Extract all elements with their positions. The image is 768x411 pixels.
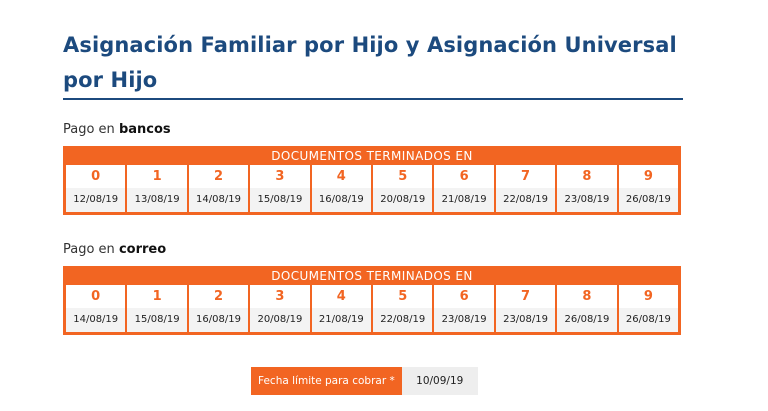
schedule-cell-6: 6 21/08/19 bbox=[434, 165, 494, 212]
schedule-cell-5: 5 20/08/19 bbox=[373, 165, 433, 212]
document-digit: 3 bbox=[250, 165, 310, 188]
schedule-table-correo: DOCUMENTOS TERMINADOS EN 0 14/08/19 1 15/0… bbox=[63, 266, 681, 335]
document-digit: 2 bbox=[188, 285, 249, 308]
document-digit: 4 bbox=[311, 165, 372, 188]
schedule-cell-2: 2 16/08/19 bbox=[188, 285, 249, 332]
schedule-cell-9: 9 26/08/19 bbox=[618, 285, 679, 332]
schedule-cell-2: 2 14/08/19 bbox=[188, 165, 249, 212]
payment-date: 14/08/19 bbox=[188, 188, 249, 212]
document-digit: 2 bbox=[188, 165, 249, 188]
schedule-cells: 0 12/08/19 1 13/08/19 2 14/08/19 3 15/08/19 … bbox=[66, 165, 679, 212]
payment-date: 23/08/19 bbox=[495, 308, 556, 332]
section-label-channel: bancos bbox=[118, 122, 171, 137]
document-digit: 8 bbox=[557, 165, 617, 188]
payment-date: 22/08/19 bbox=[495, 188, 556, 212]
schedule-cell-7: 7 23/08/19 bbox=[495, 285, 556, 332]
document-digit: 5 bbox=[373, 285, 433, 308]
page-title: Asignación Familiar por Hijo y Asignació… bbox=[63, 33, 677, 92]
schedule-cell-3: 3 15/08/19 bbox=[250, 165, 310, 212]
deadline-label: Fecha límite para cobrar * bbox=[251, 367, 402, 395]
payment-date: 15/08/19 bbox=[127, 308, 187, 332]
schedule-cell-3: 3 20/08/19 bbox=[250, 285, 310, 332]
document-digit: 5 bbox=[373, 165, 433, 188]
document-digit: 4 bbox=[311, 285, 372, 308]
section-label-correo: Pago en correo bbox=[63, 242, 166, 257]
document-digit: 7 bbox=[495, 165, 556, 188]
schedule-cell-4: 4 16/08/19 bbox=[311, 165, 372, 212]
schedule-cell-8: 8 23/08/19 bbox=[557, 165, 617, 212]
schedule-cell-0: 0 14/08/19 bbox=[66, 285, 126, 332]
payment-date: 23/08/19 bbox=[557, 188, 617, 212]
document-digit: 1 bbox=[127, 165, 187, 188]
deadline-box: Fecha límite para cobrar * 10/09/19 bbox=[251, 367, 478, 395]
schedule-header: DOCUMENTOS TERMINADOS EN bbox=[271, 269, 473, 283]
deadline-date: 10/09/19 bbox=[401, 367, 478, 395]
schedule-cell-0: 0 12/08/19 bbox=[66, 165, 126, 212]
document-digit: 6 bbox=[434, 285, 494, 308]
payment-date: 26/08/19 bbox=[557, 308, 617, 332]
document-digit: 0 bbox=[66, 165, 126, 188]
document-digit: 0 bbox=[66, 285, 126, 308]
payment-date: 26/08/19 bbox=[618, 188, 679, 212]
payment-date: 21/08/19 bbox=[311, 308, 372, 332]
schedule-table-bancos: DOCUMENTOS TERMINADOS EN 0 12/08/19 1 13/0… bbox=[63, 146, 681, 215]
payment-date: 22/08/19 bbox=[373, 308, 433, 332]
section-label-prefix: Pago en bbox=[63, 242, 115, 257]
document-digit: 3 bbox=[250, 285, 310, 308]
payment-date: 15/08/19 bbox=[250, 188, 310, 212]
document-digit: 7 bbox=[495, 285, 556, 308]
payment-date: 21/08/19 bbox=[434, 188, 494, 212]
schedule-cell-6: 6 23/08/19 bbox=[434, 285, 494, 332]
payment-date: 26/08/19 bbox=[618, 308, 679, 332]
title-divider bbox=[63, 98, 683, 100]
section-label-prefix: Pago en bbox=[63, 122, 115, 137]
document-digit: 1 bbox=[127, 285, 187, 308]
payment-date: 12/08/19 bbox=[66, 188, 126, 212]
payment-date: 16/08/19 bbox=[188, 308, 249, 332]
document-digit: 8 bbox=[557, 285, 617, 308]
document-digit: 9 bbox=[618, 165, 679, 188]
schedule-cell-1: 1 15/08/19 bbox=[127, 285, 187, 332]
payment-date: 16/08/19 bbox=[311, 188, 372, 212]
schedule-cells: 0 14/08/19 1 15/08/19 2 16/08/19 3 20/08/19 … bbox=[66, 285, 679, 332]
section-label-bancos: Pago en bancos bbox=[63, 122, 171, 137]
schedule-cell-8: 8 26/08/19 bbox=[557, 285, 617, 332]
payment-date: 14/08/19 bbox=[66, 308, 126, 332]
schedule-cell-5: 5 22/08/19 bbox=[373, 285, 433, 332]
schedule-cell-7: 7 22/08/19 bbox=[495, 165, 556, 212]
payment-date: 20/08/19 bbox=[250, 308, 310, 332]
payment-date: 20/08/19 bbox=[373, 188, 433, 212]
schedule-cell-1: 1 13/08/19 bbox=[127, 165, 187, 212]
document-digit: 9 bbox=[618, 285, 679, 308]
schedule-cell-4: 4 21/08/19 bbox=[311, 285, 372, 332]
section-label-channel: correo bbox=[118, 242, 167, 257]
schedule-header: DOCUMENTOS TERMINADOS EN bbox=[271, 149, 473, 163]
document-digit: 6 bbox=[434, 165, 494, 188]
payment-date: 23/08/19 bbox=[434, 308, 494, 332]
schedule-cell-9: 9 26/08/19 bbox=[618, 165, 679, 212]
payment-date: 13/08/19 bbox=[127, 188, 187, 212]
